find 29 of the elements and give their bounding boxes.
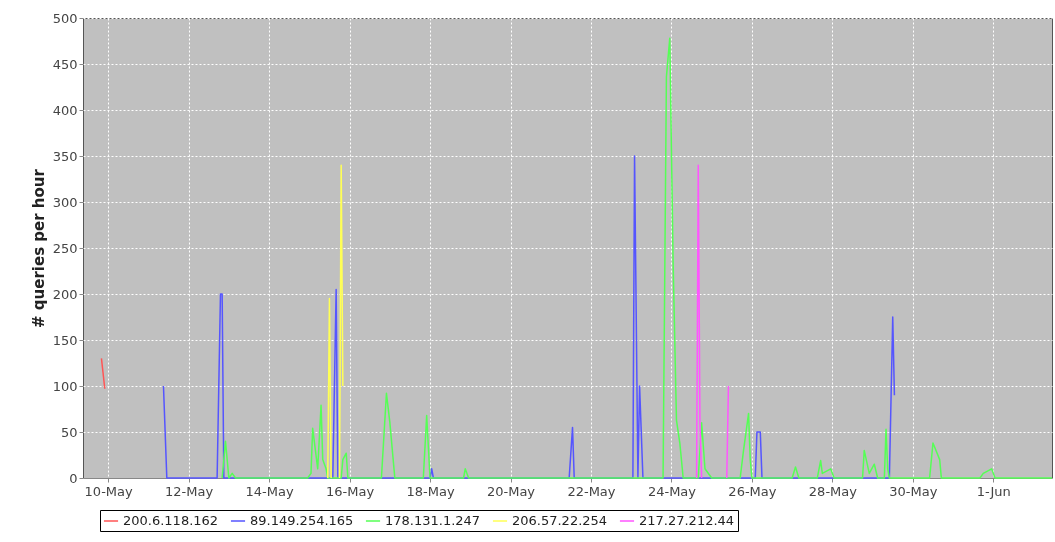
legend-label: 217.27.212.44 [639,513,735,528]
x-tick-label: 16-May [326,483,375,499]
x-tick-label: 26-May [728,483,777,499]
x-tick-label: 14-May [245,483,294,499]
x-tick-label: 22-May [567,483,616,499]
legend-label: 206.57.22.254 [512,513,608,528]
legend-label: 89.149.254.165 [250,513,354,528]
x-tick-label: 10-May [84,483,134,499]
x-tick-label: 18-May [406,483,455,499]
x-tick-label: 28-May [808,483,858,499]
x-tick-label: 12-May [165,483,214,499]
x-tick-label: 24-May [647,483,697,499]
legend-label: 200.6.118.162 [123,513,219,528]
y-tick-label: 300 [52,194,78,210]
y-tick-label: 450 [52,56,78,72]
y-tick-label: 250 [52,240,78,256]
y-tick-label: 100 [52,378,78,394]
y-tick-label: 0 [69,470,78,486]
y-tick-label: 200 [52,286,78,302]
y-tick-label: 400 [52,102,78,118]
y-tick-label: 500 [52,10,78,26]
y-axis-title: # queries per hour [29,168,48,328]
y-tick-label: 50 [60,424,78,440]
x-tick-label: 1-Jun [976,483,1011,499]
legend-label: 178.131.1.247 [385,513,481,528]
y-tick-label: 350 [52,148,78,164]
y-tick-label: 150 [52,332,78,348]
x-tick-label: 30-May [889,483,938,499]
x-tick-label: 20-May [486,483,536,499]
